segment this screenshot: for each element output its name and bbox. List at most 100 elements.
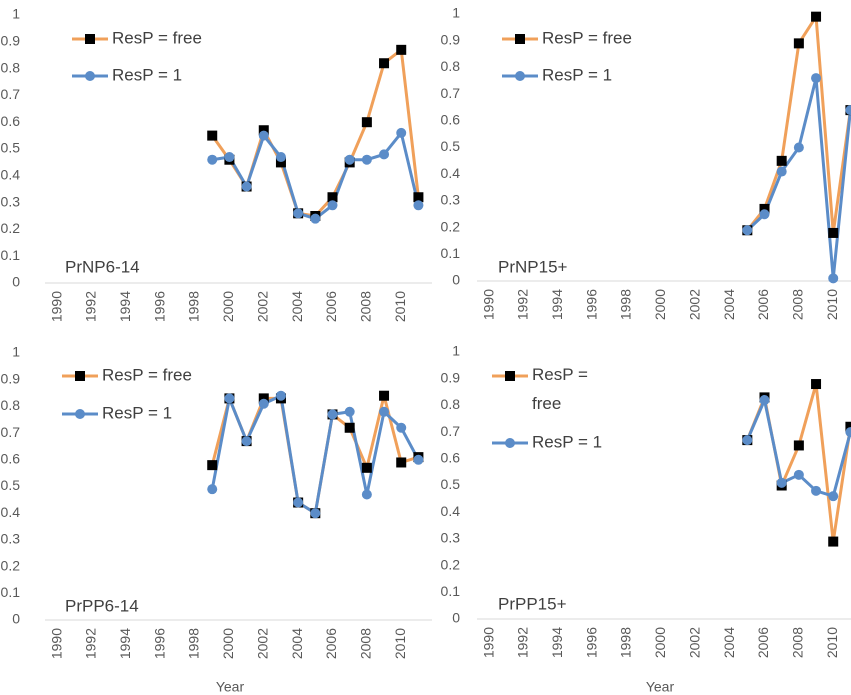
- x-tick-label: 2004: [289, 628, 305, 659]
- panel-label: PrPP15+: [498, 594, 567, 613]
- x-tick-label: 2000: [220, 628, 236, 659]
- x-tick-label: 1996: [583, 289, 599, 320]
- y-tick-label: 0.9: [441, 31, 461, 47]
- x-tick-label: 1998: [186, 628, 202, 659]
- marker: [258, 398, 269, 409]
- y-tick-label: 0.2: [441, 218, 461, 234]
- x-tick-label: 1996: [151, 628, 167, 659]
- marker: [413, 192, 424, 203]
- marker: [413, 200, 424, 211]
- marker: [361, 489, 372, 500]
- y-tick-label: 0.8: [1, 397, 21, 413]
- marker: [361, 462, 372, 473]
- y-tick-label: 0.3: [1, 531, 21, 547]
- marker: [344, 422, 355, 433]
- marker: [327, 200, 338, 211]
- y-tick-label: 1: [12, 344, 20, 360]
- legend-label: ResP = free: [532, 365, 593, 413]
- y-tick-label: 0.4: [441, 503, 461, 519]
- legend-label: ResP = 1: [112, 65, 182, 84]
- panel: 0 0.1 0.2 0.3 0.4 0.5 0.6 0.7 0.8 0.9 1 1990 1992 199…: [1, 344, 432, 695]
- marker: [759, 209, 770, 220]
- series-line: [746, 76, 851, 280]
- x-tick-label: 1990: [48, 291, 64, 322]
- legend-label: ResP = free: [102, 365, 192, 384]
- marker: [845, 427, 851, 438]
- marker: [361, 117, 372, 128]
- marker: [379, 390, 390, 401]
- x-tick-label: 2010: [824, 627, 840, 658]
- marker: [396, 457, 407, 468]
- y-tick-label: 0.1: [441, 245, 461, 261]
- marker: [379, 406, 390, 417]
- y-tick-label: 0.5: [441, 138, 461, 154]
- x-tick-label: 2004: [289, 291, 305, 322]
- x-tick-label: 1990: [480, 627, 496, 658]
- marker: [811, 11, 822, 22]
- marker: [224, 152, 235, 163]
- marker: [241, 181, 252, 192]
- x-tick-label: 1990: [48, 628, 64, 659]
- marker: [275, 390, 286, 401]
- x-tick-label: 2010: [824, 289, 840, 320]
- panel-label: PrNP15+: [498, 257, 568, 276]
- marker: [327, 409, 338, 420]
- x-tick-label: 2008: [790, 627, 806, 658]
- y-tick-label: 0.1: [1, 247, 21, 263]
- y-tick-label: 0.5: [1, 477, 21, 493]
- x-tick-label: 1994: [117, 291, 133, 322]
- x-axis-label: Year: [216, 679, 245, 695]
- legend-marker: [85, 71, 95, 81]
- y-tick-label: 0.8: [441, 396, 461, 412]
- y-tick-label: 0.5: [441, 476, 461, 492]
- x-tick-label: 1994: [549, 289, 565, 320]
- marker: [258, 393, 269, 404]
- marker: [776, 155, 787, 166]
- marker: [396, 422, 407, 433]
- x-tick-label: 2006: [755, 627, 771, 658]
- marker: [241, 436, 252, 447]
- legend-label: ResP = free: [542, 28, 632, 47]
- legend-label: ResP = 1: [102, 403, 172, 422]
- marker: [845, 421, 851, 432]
- y-tick-label: 0.9: [1, 370, 21, 386]
- marker: [207, 130, 218, 141]
- panel: 0 0.1 0.2 0.3 0.4 0.5 0.6 0.7 0.8 0.9 1 1990 1992 199…: [441, 5, 851, 320]
- x-tick-label: 2010: [392, 628, 408, 659]
- y-tick-label: 0.3: [441, 530, 461, 546]
- legend-marker: [515, 34, 525, 44]
- y-tick-label: 0.6: [441, 450, 461, 466]
- x-tick-label: 2006: [755, 289, 771, 320]
- y-tick-label: 0.6: [441, 112, 461, 128]
- marker: [275, 157, 286, 168]
- y-tick-label: 0.7: [441, 85, 461, 101]
- x-tick-label: 1998: [618, 289, 634, 320]
- marker: [811, 485, 822, 496]
- y-tick-label: 0.9: [441, 369, 461, 385]
- marker: [828, 227, 839, 238]
- x-tick-label: 2004: [721, 627, 737, 658]
- x-tick-label: 1998: [618, 627, 634, 658]
- marker: [828, 273, 839, 284]
- marker: [759, 395, 770, 406]
- x-tick-label: 1998: [186, 291, 202, 322]
- y-tick-label: 0: [452, 272, 460, 288]
- marker: [742, 435, 753, 446]
- marker: [793, 469, 804, 480]
- y-tick-label: 0.2: [441, 556, 461, 572]
- legend-marker: [75, 371, 85, 381]
- x-tick-label: 2004: [721, 289, 737, 320]
- legend-marker: [75, 409, 85, 419]
- marker: [361, 154, 372, 165]
- x-tick-label: 2002: [254, 628, 270, 659]
- x-tick-label: 2008: [358, 628, 374, 659]
- x-tick-label: 2006: [323, 291, 339, 322]
- marker: [396, 44, 407, 55]
- legend-marker: [515, 71, 525, 81]
- marker: [207, 484, 218, 495]
- y-tick-label: 0.9: [1, 33, 21, 49]
- legend-label: ResP = 1: [542, 65, 612, 84]
- x-axis-label: Year: [646, 679, 675, 695]
- x-tick-label: 2008: [790, 289, 806, 320]
